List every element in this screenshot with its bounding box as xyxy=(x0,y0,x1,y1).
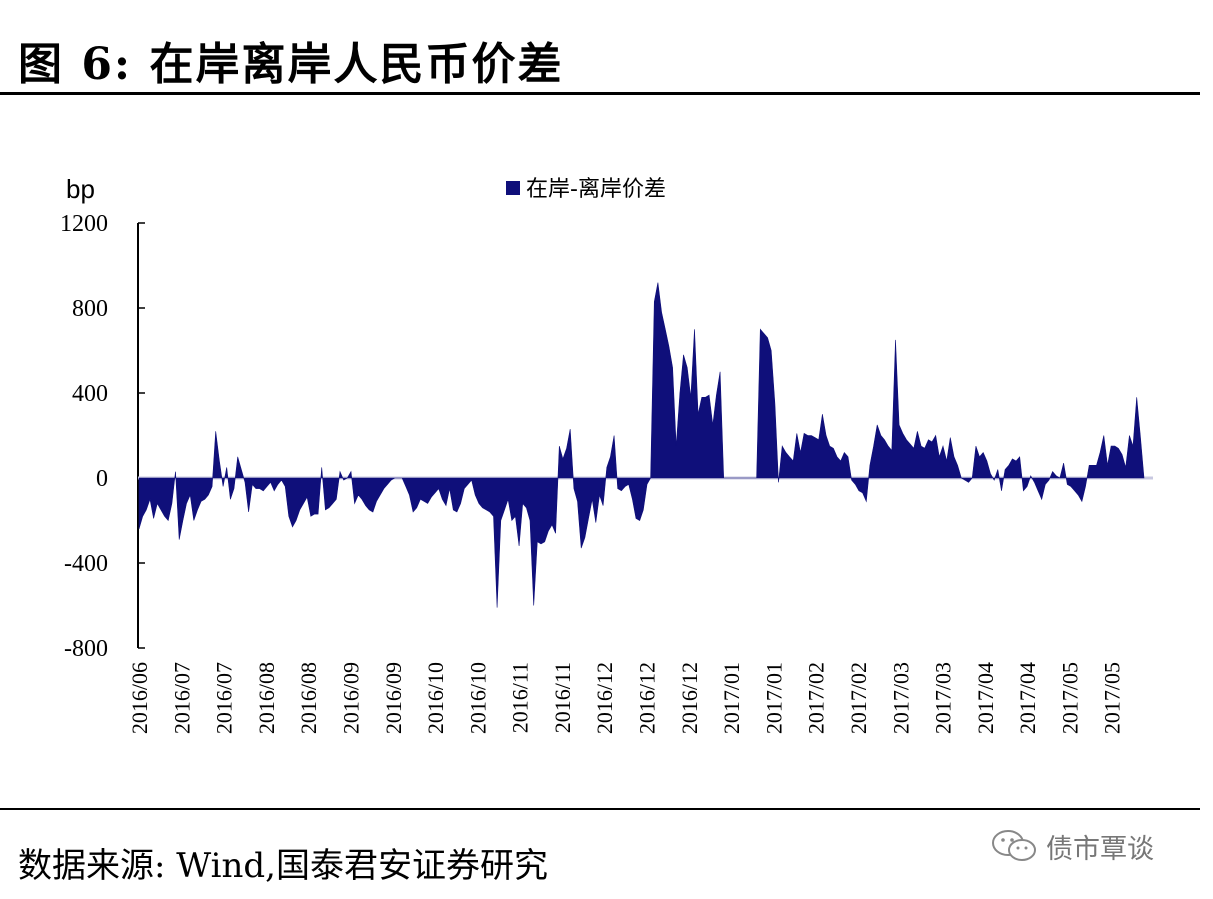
x-tick-label: 2016/11 xyxy=(550,662,575,733)
plot-area xyxy=(138,282,1145,608)
x-tick-label: 2016/09 xyxy=(381,662,406,734)
x-tick-label: 2016/06 xyxy=(127,662,152,734)
x-tick-label: 2016/12 xyxy=(677,662,702,734)
watermark: 债市覃谈 xyxy=(990,826,1154,866)
figure-title: 图 6: 在岸离岸人民币价差 xyxy=(18,39,564,90)
wechat-icon xyxy=(992,830,1036,861)
legend-swatch xyxy=(506,181,520,195)
x-tick-label: 2016/08 xyxy=(254,662,279,734)
legend-label: 在岸-离岸价差 xyxy=(526,177,666,202)
x-tick-label: 2016/09 xyxy=(339,662,364,734)
y-tick-label: 400 xyxy=(72,381,108,407)
x-tick-label: 2017/04 xyxy=(1015,662,1040,734)
y-tick-label: 1200 xyxy=(60,211,108,237)
series-area xyxy=(138,282,1145,608)
x-axis: 2016/06 2016/07 2016/07 2016/08 2016/08 2016/… xyxy=(127,476,1153,734)
x-tick-label: 2016/12 xyxy=(592,662,617,734)
x-tick-label: 2017/05 xyxy=(1100,662,1125,734)
x-tick-label: 2017/03 xyxy=(888,662,913,734)
x-tick-label: 2017/02 xyxy=(846,662,871,734)
x-tick-label: 2016/10 xyxy=(423,662,448,734)
footer-divider xyxy=(0,808,1200,810)
header-divider xyxy=(0,92,1200,95)
x-tick-label: 2017/01 xyxy=(761,662,786,734)
x-tick-label: 2016/10 xyxy=(465,662,490,734)
y-axis-label: bp xyxy=(66,174,95,204)
x-tick-label: 2017/02 xyxy=(804,662,829,734)
y-axis: 1200 800 400 0 -400 -800 bp xyxy=(60,174,145,662)
y-tick-label: -400 xyxy=(64,551,108,577)
data-source-note: 数据来源: Wind,国泰君安证券研究 xyxy=(18,846,548,886)
y-tick-label: 800 xyxy=(72,296,108,322)
x-tick-label: 2016/08 xyxy=(296,662,321,734)
x-tick-label: 2016/11 xyxy=(508,662,533,733)
x-tick-label: 2017/01 xyxy=(719,662,744,734)
x-tick-label: 2016/12 xyxy=(635,662,660,734)
y-tick-label: -800 xyxy=(64,636,108,662)
x-tick-label: 2016/07 xyxy=(169,662,194,734)
x-tick-label: 2017/03 xyxy=(931,662,956,734)
legend: 在岸-离岸价差 xyxy=(506,177,666,202)
x-tick-label: 2017/05 xyxy=(1057,662,1082,734)
x-tick-label: 2017/04 xyxy=(973,662,998,734)
x-tick-label: 2016/07 xyxy=(212,662,237,734)
y-tick-label: 0 xyxy=(96,466,108,492)
watermark-text: 债市覃谈 xyxy=(1046,833,1154,865)
